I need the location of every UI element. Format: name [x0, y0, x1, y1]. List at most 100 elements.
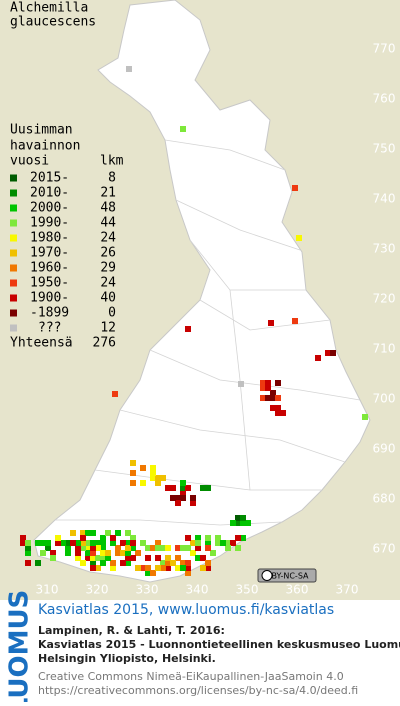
observation-square [205, 540, 211, 546]
observation-square [180, 485, 186, 491]
observation-square [190, 495, 196, 501]
observation-square [126, 66, 132, 72]
legend-swatch [10, 324, 17, 332]
observation-square [20, 535, 26, 541]
observation-square [210, 550, 216, 556]
observation-square [125, 540, 131, 546]
observation-square [185, 560, 191, 566]
observation-square [70, 540, 76, 546]
x-grid-label: 350 [236, 583, 259, 597]
y-grid-label: 730 [373, 242, 396, 256]
observation-square [110, 565, 116, 571]
observation-square [80, 540, 86, 546]
observation-square [180, 480, 186, 486]
legend-label: 1950- [30, 276, 69, 291]
observation-square [115, 550, 121, 556]
observation-square [135, 565, 141, 571]
legend-swatch [10, 234, 17, 242]
observation-square [60, 540, 66, 546]
observation-square [160, 545, 166, 551]
legend-swatch [10, 294, 17, 302]
observation-square [115, 545, 121, 551]
license-url[interactable]: https://creativecommons.org/licenses/by-… [38, 684, 358, 697]
observation-square [225, 545, 231, 551]
legend-count: 24 [100, 231, 116, 246]
legend-label: 1980- [30, 231, 69, 246]
observation-square [100, 545, 106, 551]
observation-square [270, 405, 276, 411]
observation-square [205, 485, 211, 491]
observation-square [80, 545, 86, 551]
observation-square [362, 414, 368, 420]
observation-square [75, 545, 81, 551]
observation-square [75, 550, 81, 556]
observation-square [65, 540, 71, 546]
observation-square [110, 535, 116, 541]
observation-square [110, 560, 116, 566]
observation-square [25, 560, 31, 566]
observation-square [180, 545, 186, 551]
legend-swatch [10, 174, 17, 182]
observation-square [125, 555, 131, 561]
observation-square [155, 480, 161, 486]
observation-square [235, 520, 241, 526]
legend-label: -1899 [30, 306, 69, 321]
legend-count: 29 [100, 261, 116, 276]
observation-square [100, 535, 106, 541]
legend-heading: vuosi [10, 154, 49, 169]
observation-square [145, 565, 151, 571]
observation-square [330, 350, 336, 356]
observation-square [260, 395, 266, 401]
legend-label: 2015- [30, 171, 69, 186]
observation-square [180, 565, 186, 571]
observation-square [205, 565, 211, 571]
observation-square [265, 395, 271, 401]
legend: Uusimman havainnon vuosi lkm Yhteensä 27… [10, 123, 124, 351]
observation-square [120, 540, 126, 546]
legend-count: 0 [108, 306, 116, 321]
badge-text: BY-NC-SA [271, 572, 309, 581]
observation-square [130, 460, 136, 466]
footer-link[interactable]: Kasviatlas 2015, www.luomus.fi/kasviatla… [38, 602, 334, 618]
observation-square [185, 485, 191, 491]
observation-square [200, 565, 206, 571]
citation: Helsingin Yliopisto, Helsinki. [38, 652, 216, 665]
observation-square [238, 381, 244, 387]
x-grid-label: 330 [136, 583, 159, 597]
observation-square [170, 560, 176, 566]
observation-square [95, 565, 101, 571]
y-grid-label: 670 [373, 542, 396, 556]
observation-square [20, 540, 26, 546]
legend-swatch [10, 264, 17, 272]
observation-square [175, 500, 181, 506]
observation-square [50, 555, 56, 561]
observation-square [85, 550, 91, 556]
species-name: glaucescens [10, 15, 96, 30]
observation-square [80, 560, 86, 566]
observation-square [195, 535, 201, 541]
observation-square [130, 545, 136, 551]
observation-square [160, 565, 166, 571]
legend-count: 48 [100, 201, 116, 216]
observation-square [160, 475, 166, 481]
observation-square [185, 326, 191, 332]
observation-square [200, 555, 206, 561]
observation-square [90, 555, 96, 561]
legend-label: 1960- [30, 261, 69, 276]
observation-square [165, 545, 171, 551]
species-name: Alchemilla [10, 1, 88, 16]
observation-square [170, 485, 176, 491]
observation-square [55, 540, 61, 546]
observation-square [155, 540, 161, 546]
observation-square [150, 545, 156, 551]
legend-label: 1900- [30, 291, 69, 306]
y-grid-label: 710 [373, 342, 396, 356]
legend-count: 44 [100, 216, 116, 231]
observation-square [135, 550, 141, 556]
observation-square [130, 540, 136, 546]
legend-swatch [10, 309, 17, 317]
observation-square [165, 560, 171, 566]
observation-square [130, 535, 136, 541]
citation: Kasviatlas 2015 - Luonnontieteellinen ke… [38, 638, 400, 651]
legend-swatch [10, 249, 17, 257]
